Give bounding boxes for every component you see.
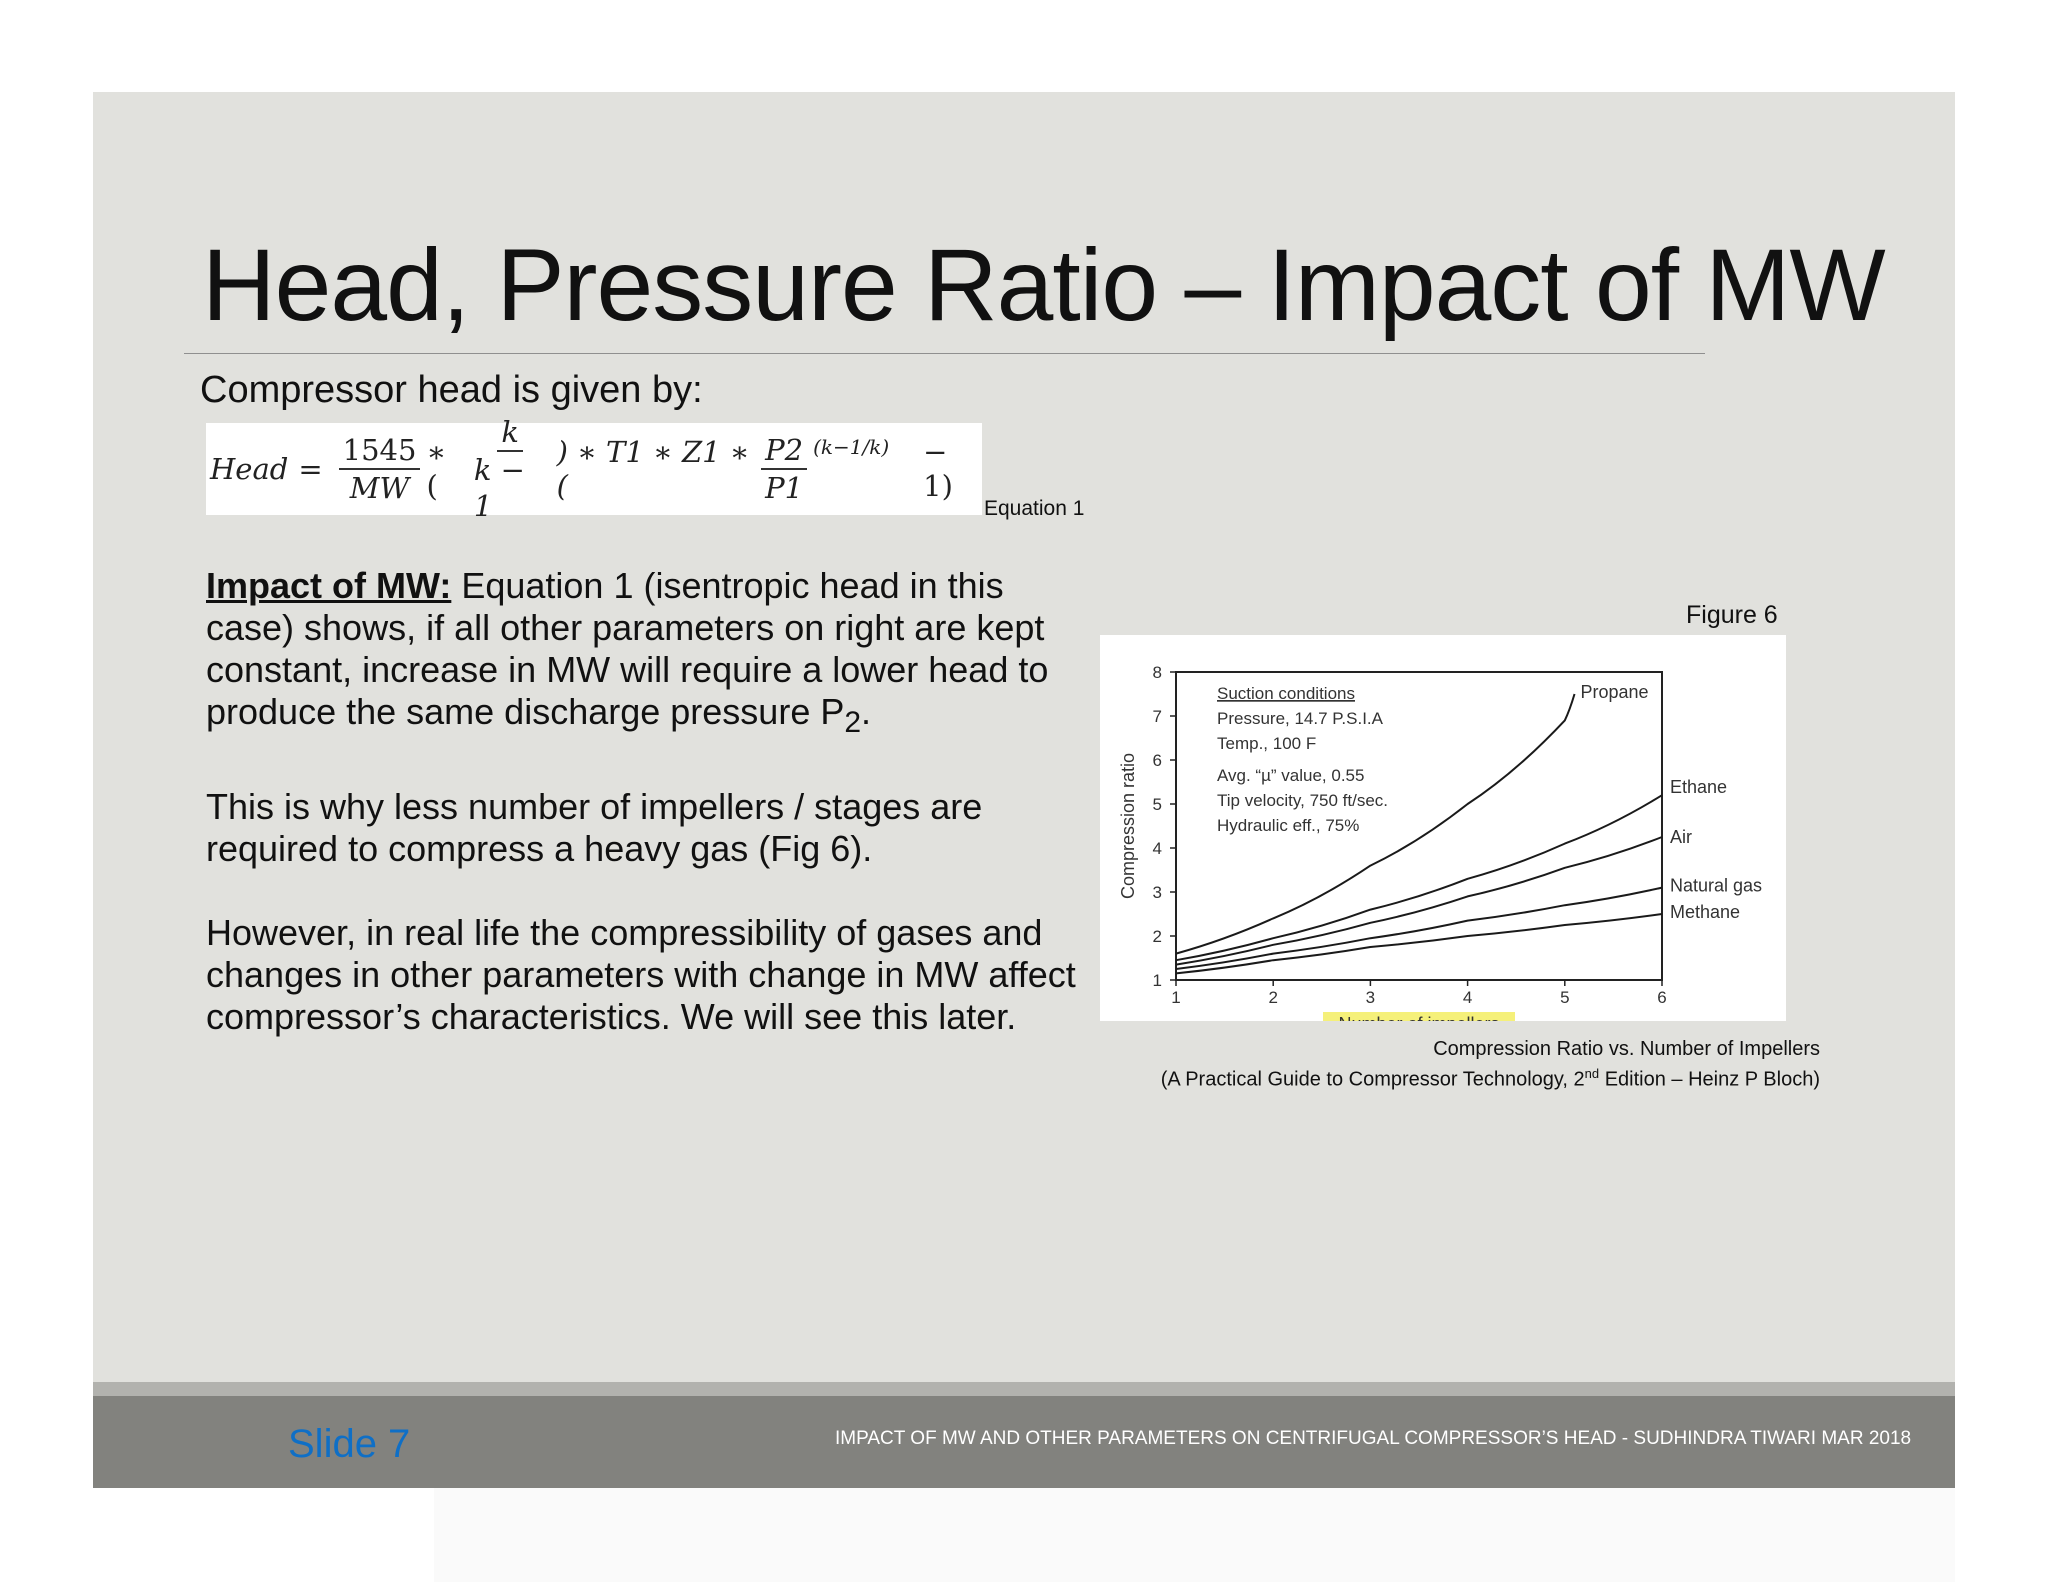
annotation-line: Pressure, 14.7 P.S.I.A [1217, 709, 1384, 728]
series-line [1175, 913, 1663, 975]
annotation-line: Temp., 100 F [1217, 734, 1316, 753]
title-divider [184, 353, 1705, 354]
head-equation: Head = 1545 MW ∗ ( k k − 1 ) ∗ T1 ∗ Z1 ∗… [206, 415, 982, 523]
paragraph-impact-body: Equation 1 (isentropic head in this case… [206, 565, 1049, 732]
eq-frac2-den: k − 1 [473, 453, 525, 523]
eq-lhs: Head [210, 452, 289, 486]
series-label: Methane [1670, 902, 1740, 922]
xlabel-highlight [1323, 1012, 1515, 1021]
y-tick-label: 8 [1153, 663, 1162, 682]
y-tick-label: 3 [1153, 883, 1162, 902]
y-axis-label: Compression ratio [1118, 753, 1138, 899]
series-label: Air [1670, 827, 1692, 847]
paragraph-heading: Impact of MW: [206, 565, 452, 606]
eq-frac1-den: MW [349, 471, 410, 505]
annotation-line: Tip velocity, 750 ft/sec. [1217, 791, 1388, 810]
annotation-line: Hydraulic eff., 75% [1217, 816, 1359, 835]
paragraph-real-life: However, in real life the compressibilit… [206, 912, 1076, 1038]
paragraph-impact-end: . [861, 691, 872, 732]
x-tick-label: 3 [1366, 988, 1375, 1007]
below-slide-area [434, 1488, 1955, 1582]
figure-label: Figure 6 [1686, 601, 1778, 629]
series-label: Propane [1581, 682, 1649, 702]
eq-frac1-num: 1545 [338, 432, 421, 470]
caption-source-sup: nd [1584, 1066, 1600, 1081]
eq-equals: = [298, 452, 323, 486]
x-tick-label: 6 [1657, 988, 1666, 1007]
x-tick-label: 1 [1171, 988, 1180, 1007]
equation-label: Equation 1 [984, 497, 1085, 520]
footer-accent-bar [93, 1382, 1955, 1396]
slide-title: Head, Pressure Ratio – Impact of MW [202, 228, 1886, 342]
y-tick-label: 4 [1153, 839, 1162, 858]
figure-caption-source: (A Practical Guide to Compressor Technol… [1040, 1066, 1820, 1092]
eq-tail: − 1) [923, 435, 953, 503]
y-tick-label: 7 [1153, 707, 1162, 726]
y-tick-label: 5 [1153, 795, 1162, 814]
compression-ratio-chart: 1 2 3 4 5 6 7 8 1 2 3 4 5 6 Number of impellers Compres… [1100, 635, 1786, 1021]
series-label: Natural gas [1670, 876, 1762, 896]
x-axis-label: Number of impellers [1338, 1014, 1499, 1021]
caption-source-a: (A Practical Guide to Compressor Technol… [1160, 1068, 1585, 1091]
series-line [1175, 794, 1663, 962]
series-line [1175, 836, 1663, 966]
eq-frac2-num: k [497, 414, 523, 452]
y-tick-label: 2 [1153, 927, 1162, 946]
eq-fraction-2: k k − 1 [470, 414, 551, 524]
footer-text: IMPACT OF MW AND OTHER PARAMETERS ON CEN… [835, 1428, 1912, 1449]
eq-fraction-3: P2 P1 [761, 432, 808, 506]
x-tick-label: 5 [1560, 988, 1569, 1007]
y-tick-label: 6 [1153, 751, 1162, 770]
x-tick-label: 4 [1463, 988, 1472, 1007]
eq-mid: ) ∗ T1 ∗ Z1 ∗ ( [556, 435, 750, 503]
eq-fraction-1: 1545 MW [338, 432, 421, 506]
body-text: Impact of MW: Equation 1 (isentropic hea… [206, 565, 1086, 1080]
eq-frac3-num: P2 [761, 432, 808, 470]
intro-text: Compressor head is given by: [200, 369, 703, 411]
annotation-line: Avg. “µ” value, 0.55 [1217, 766, 1364, 785]
series-line [1175, 693, 1576, 955]
eq-op1: ∗ ( [426, 435, 447, 503]
caption-source-b: Edition – Heinz P Bloch) [1599, 1068, 1820, 1091]
paragraph-impact: Impact of MW: Equation 1 (isentropic hea… [206, 565, 1086, 744]
plot-frame [1175, 671, 1663, 981]
slide-number: Slide 7 [288, 1422, 411, 1466]
y-tick-label: 1 [1153, 971, 1162, 990]
annotation-line: Suction conditions [1217, 684, 1355, 703]
footer-bar [93, 1396, 1955, 1488]
series-label: Ethane [1670, 777, 1727, 797]
series-line [1175, 886, 1663, 970]
paragraph-impellers: This is why less number of impellers / s… [206, 786, 983, 870]
eq-frac3-den: P1 [765, 471, 804, 505]
eq-exponent: (k−1/k) [813, 435, 890, 459]
figure-caption-title: Compression Ratio vs. Number of Impeller… [1433, 1038, 1820, 1060]
subscript-2: 2 [844, 706, 862, 740]
chart-svg: 1 2 3 4 5 6 7 8 1 2 3 4 5 6 Number of impellers Compres… [1118, 663, 1762, 1021]
x-tick-label: 2 [1268, 988, 1277, 1007]
